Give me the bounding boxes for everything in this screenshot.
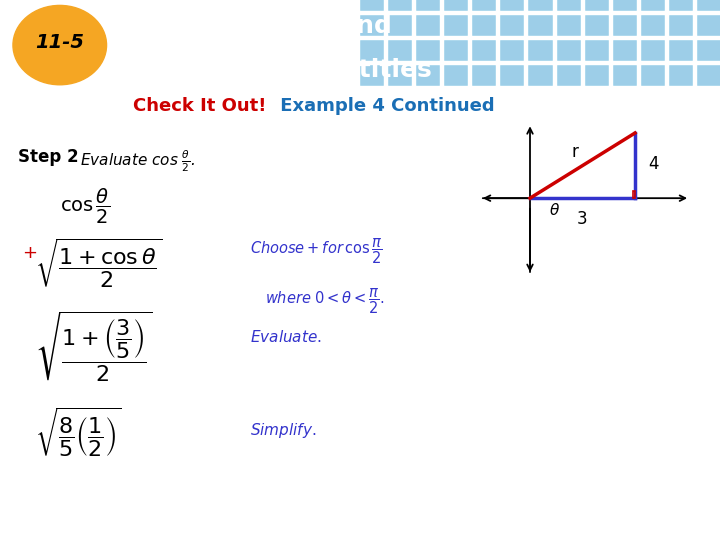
FancyBboxPatch shape — [388, 0, 411, 10]
FancyBboxPatch shape — [641, 40, 664, 60]
Text: Example 4 Continued: Example 4 Continued — [274, 97, 494, 116]
FancyBboxPatch shape — [557, 65, 580, 85]
FancyBboxPatch shape — [444, 0, 467, 10]
Text: $\mathit{Choose + for\,\cos\dfrac{\pi}{2}}$: $\mathit{Choose + for\,\cos\dfrac{\pi}{2… — [250, 237, 383, 266]
FancyBboxPatch shape — [528, 15, 552, 35]
FancyBboxPatch shape — [669, 65, 692, 85]
Text: Double-Angle and: Double-Angle and — [140, 14, 392, 38]
FancyBboxPatch shape — [444, 40, 467, 60]
FancyBboxPatch shape — [444, 15, 467, 35]
FancyBboxPatch shape — [360, 65, 383, 85]
Text: r: r — [572, 143, 578, 161]
Text: Evaluate cos $\frac{\theta}{2}$.: Evaluate cos $\frac{\theta}{2}$. — [80, 148, 196, 174]
FancyBboxPatch shape — [444, 65, 467, 85]
Bar — [633, 191, 635, 198]
Text: Check It Out!: Check It Out! — [133, 97, 266, 116]
FancyBboxPatch shape — [557, 0, 580, 10]
Text: $\sqrt{\dfrac{1+\left(\dfrac{3}{5}\right)}{2}}$: $\sqrt{\dfrac{1+\left(\dfrac{3}{5}\right… — [35, 309, 152, 384]
FancyBboxPatch shape — [360, 40, 383, 60]
FancyBboxPatch shape — [613, 15, 636, 35]
FancyBboxPatch shape — [416, 15, 439, 35]
FancyBboxPatch shape — [388, 65, 411, 85]
Text: Holt McDougal Algebra 2: Holt McDougal Algebra 2 — [11, 516, 166, 529]
FancyBboxPatch shape — [388, 40, 411, 60]
FancyBboxPatch shape — [669, 40, 692, 60]
Text: $\mathit{where\;0 < \theta < \dfrac{\pi}{2}.}$: $\mathit{where\;0 < \theta < \dfrac{\pi}… — [265, 286, 384, 316]
Text: $\mathit{Evaluate.}$: $\mathit{Evaluate.}$ — [250, 328, 322, 345]
FancyBboxPatch shape — [472, 15, 495, 35]
FancyBboxPatch shape — [360, 0, 383, 10]
Text: $\theta$: $\theta$ — [549, 202, 561, 218]
FancyBboxPatch shape — [557, 40, 580, 60]
FancyBboxPatch shape — [500, 0, 523, 10]
Text: Step 2: Step 2 — [18, 148, 78, 166]
FancyBboxPatch shape — [697, 0, 720, 10]
FancyBboxPatch shape — [585, 15, 608, 35]
Text: Half-Angle Identities: Half-Angle Identities — [140, 58, 432, 82]
FancyBboxPatch shape — [697, 40, 720, 60]
FancyBboxPatch shape — [669, 15, 692, 35]
FancyBboxPatch shape — [416, 0, 439, 10]
FancyBboxPatch shape — [669, 0, 692, 10]
FancyBboxPatch shape — [472, 0, 495, 10]
FancyBboxPatch shape — [528, 65, 552, 85]
FancyBboxPatch shape — [697, 15, 720, 35]
FancyBboxPatch shape — [697, 65, 720, 85]
Text: 3: 3 — [577, 210, 588, 228]
FancyBboxPatch shape — [416, 65, 439, 85]
FancyBboxPatch shape — [416, 40, 439, 60]
Text: $\cos\dfrac{\theta}{2}$: $\cos\dfrac{\theta}{2}$ — [60, 187, 110, 226]
FancyBboxPatch shape — [500, 40, 523, 60]
FancyBboxPatch shape — [585, 65, 608, 85]
Text: 4: 4 — [648, 154, 659, 173]
FancyBboxPatch shape — [472, 40, 495, 60]
Ellipse shape — [13, 5, 107, 85]
FancyBboxPatch shape — [360, 15, 383, 35]
FancyBboxPatch shape — [641, 65, 664, 85]
FancyBboxPatch shape — [557, 15, 580, 35]
Text: $\mathit{Simplify.}$: $\mathit{Simplify.}$ — [250, 421, 317, 440]
FancyBboxPatch shape — [388, 15, 411, 35]
Text: $\sqrt{\dfrac{8}{5}\left(\dfrac{1}{2}\right)}$: $\sqrt{\dfrac{8}{5}\left(\dfrac{1}{2}\ri… — [35, 405, 122, 458]
FancyBboxPatch shape — [641, 0, 664, 10]
FancyBboxPatch shape — [472, 65, 495, 85]
FancyBboxPatch shape — [613, 65, 636, 85]
FancyBboxPatch shape — [585, 40, 608, 60]
FancyBboxPatch shape — [613, 40, 636, 60]
FancyBboxPatch shape — [641, 15, 664, 35]
FancyBboxPatch shape — [585, 0, 608, 10]
FancyBboxPatch shape — [528, 0, 552, 10]
FancyBboxPatch shape — [528, 40, 552, 60]
Text: $+$: $+$ — [22, 244, 37, 262]
FancyBboxPatch shape — [613, 0, 636, 10]
Text: Copyright © by Holt Mc Dougal. All Rights Reserved.: Copyright © by Holt Mc Dougal. All Right… — [438, 517, 713, 528]
Text: $\sqrt{\dfrac{1+\cos\theta}{2}}$: $\sqrt{\dfrac{1+\cos\theta}{2}}$ — [35, 237, 162, 290]
Text: 11-5: 11-5 — [35, 33, 84, 52]
FancyBboxPatch shape — [500, 15, 523, 35]
FancyBboxPatch shape — [500, 65, 523, 85]
